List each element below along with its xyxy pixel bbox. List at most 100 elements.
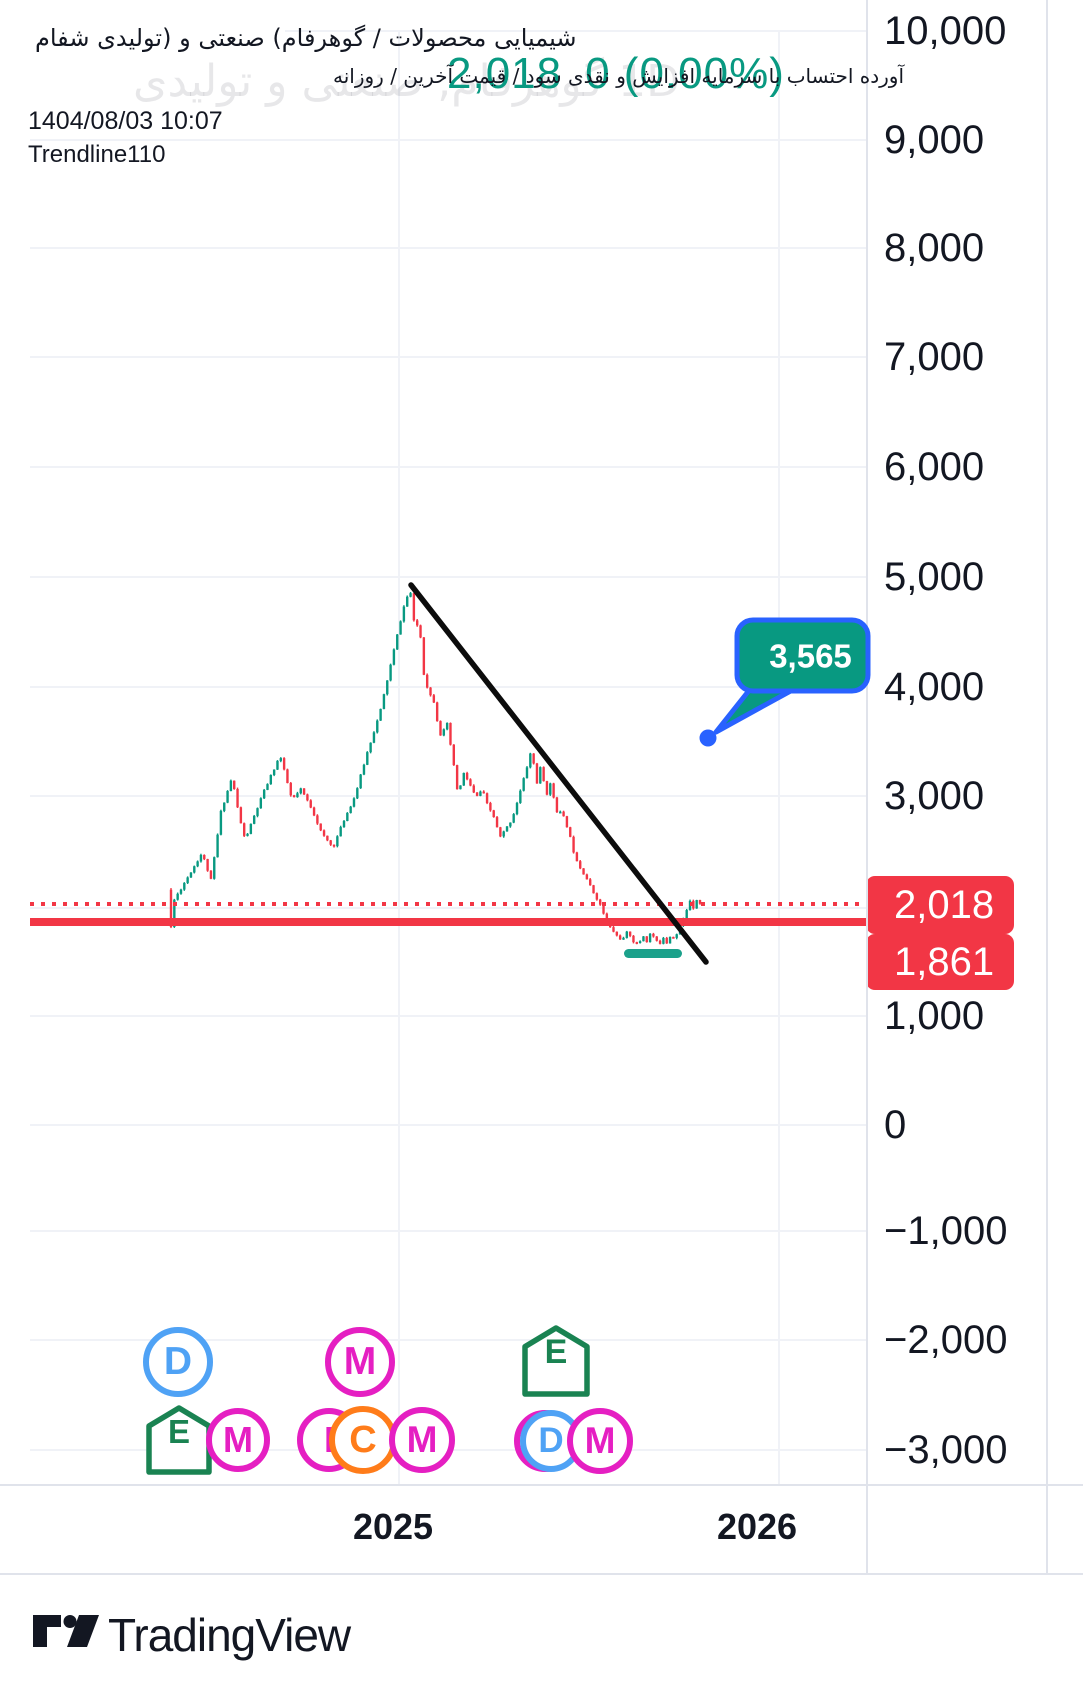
price-tick-label: 8,000 <box>884 226 985 270</box>
marker-m-circle[interactable]: M <box>325 1327 395 1397</box>
marker-m-circle[interactable]: M <box>389 1407 455 1473</box>
candle <box>519 789 522 804</box>
candle <box>409 592 412 598</box>
time-tick-label[interactable]: 2026 <box>716 1506 798 1547</box>
candle <box>489 801 492 812</box>
marker-c-circle[interactable]: C <box>329 1406 397 1474</box>
candle <box>412 592 416 622</box>
candle <box>223 802 226 813</box>
candle <box>359 773 362 789</box>
price-tick-label: −1,000 <box>884 1209 1008 1253</box>
candle <box>322 829 326 837</box>
tradingview-logo-icon[interactable] <box>33 1615 99 1649</box>
tradingview-brand-text[interactable]: TradingView <box>108 1609 351 1661</box>
support-pill[interactable] <box>624 949 682 958</box>
candle <box>266 783 269 791</box>
candle <box>648 933 652 943</box>
callout-tail <box>713 685 799 735</box>
price-badge: 1,861 <box>866 934 1014 990</box>
trendline[interactable] <box>408 582 709 965</box>
candle <box>339 825 342 837</box>
candle <box>512 813 515 824</box>
footer-separator <box>0 1573 1083 1575</box>
candle <box>492 809 495 818</box>
candle <box>296 791 299 798</box>
candle <box>352 797 356 808</box>
candle <box>432 694 436 704</box>
candle <box>575 851 579 862</box>
candle <box>695 899 698 909</box>
candle <box>612 925 615 933</box>
candle <box>529 752 532 769</box>
candle <box>326 835 329 842</box>
candle <box>655 936 658 942</box>
price-level-solid[interactable] <box>30 918 866 926</box>
price-tick-label: 0 <box>884 1103 907 1147</box>
candle <box>289 782 292 797</box>
drawing-label[interactable]: Trendline110 <box>28 141 166 168</box>
gridline-h <box>30 907 866 909</box>
candle <box>366 751 369 766</box>
candle <box>559 810 562 814</box>
candle <box>485 792 489 805</box>
gridline-h <box>30 576 866 578</box>
callout-label: 3,565 <box>769 638 852 675</box>
candle <box>226 790 229 804</box>
time-axis-separator <box>0 1484 1083 1486</box>
candle <box>196 860 199 868</box>
candle <box>236 787 239 808</box>
candle <box>416 619 419 627</box>
candle <box>292 794 296 798</box>
candle <box>632 935 635 944</box>
symbol-subtitle[interactable]: روزانه / آخرین قیمت / سود نقدی و افزایش … <box>333 64 905 88</box>
candle <box>349 805 352 814</box>
gridline-h <box>30 139 866 141</box>
candle <box>249 823 253 835</box>
price-tick-label: 3,000 <box>884 774 985 818</box>
marker-e-house[interactable]: E <box>522 1325 590 1397</box>
candle <box>645 936 648 943</box>
candle <box>455 764 459 790</box>
gridline-h <box>30 1015 866 1017</box>
candle <box>552 782 555 799</box>
gridline-h <box>30 466 866 468</box>
candle <box>419 624 422 639</box>
candle <box>183 882 186 891</box>
candle <box>662 936 665 945</box>
candle <box>306 793 309 802</box>
candle <box>638 940 642 944</box>
candle <box>562 810 565 817</box>
marker-m-circle[interactable]: M <box>206 1408 270 1472</box>
candle <box>452 744 455 766</box>
candle <box>259 797 263 809</box>
time-tick-label[interactable]: 2025 <box>352 1506 434 1547</box>
candle <box>459 785 462 790</box>
last-price-value: 2,018 0 (0.00%) <box>447 49 785 98</box>
candle <box>582 868 585 875</box>
house-letter: E <box>167 1413 190 1450</box>
price-chart[interactable]: 3,565 <box>0 0 1083 1484</box>
marker-e-house[interactable]: E <box>146 1405 212 1475</box>
candle <box>316 814 319 825</box>
house-icon <box>146 1405 212 1475</box>
price-callout[interactable] <box>734 617 871 694</box>
gridline-h <box>30 686 866 688</box>
candle <box>203 854 206 861</box>
symbol-watermark: تولیدی و صنعتی گوهرفام, 1D <box>133 56 680 107</box>
price-tick-label: −2,000 <box>884 1318 1008 1362</box>
callout-anchor-dot[interactable] <box>699 729 717 747</box>
candle <box>239 806 243 824</box>
candle <box>246 833 249 837</box>
candle <box>615 931 619 937</box>
symbol-title[interactable]: شفام (تولیدی و صنعتی گوهرفام) / محصولات … <box>35 24 577 52</box>
marker-m-circle[interactable]: M <box>567 1408 633 1474</box>
candle <box>179 888 183 895</box>
price-tick-label: 4,000 <box>884 665 985 709</box>
candle <box>429 687 432 697</box>
candle <box>382 693 386 710</box>
candle <box>369 742 372 754</box>
gridline-h <box>30 1339 866 1341</box>
candle <box>672 936 675 939</box>
marker-d-circle[interactable]: D <box>143 1327 213 1397</box>
candle <box>698 899 702 905</box>
